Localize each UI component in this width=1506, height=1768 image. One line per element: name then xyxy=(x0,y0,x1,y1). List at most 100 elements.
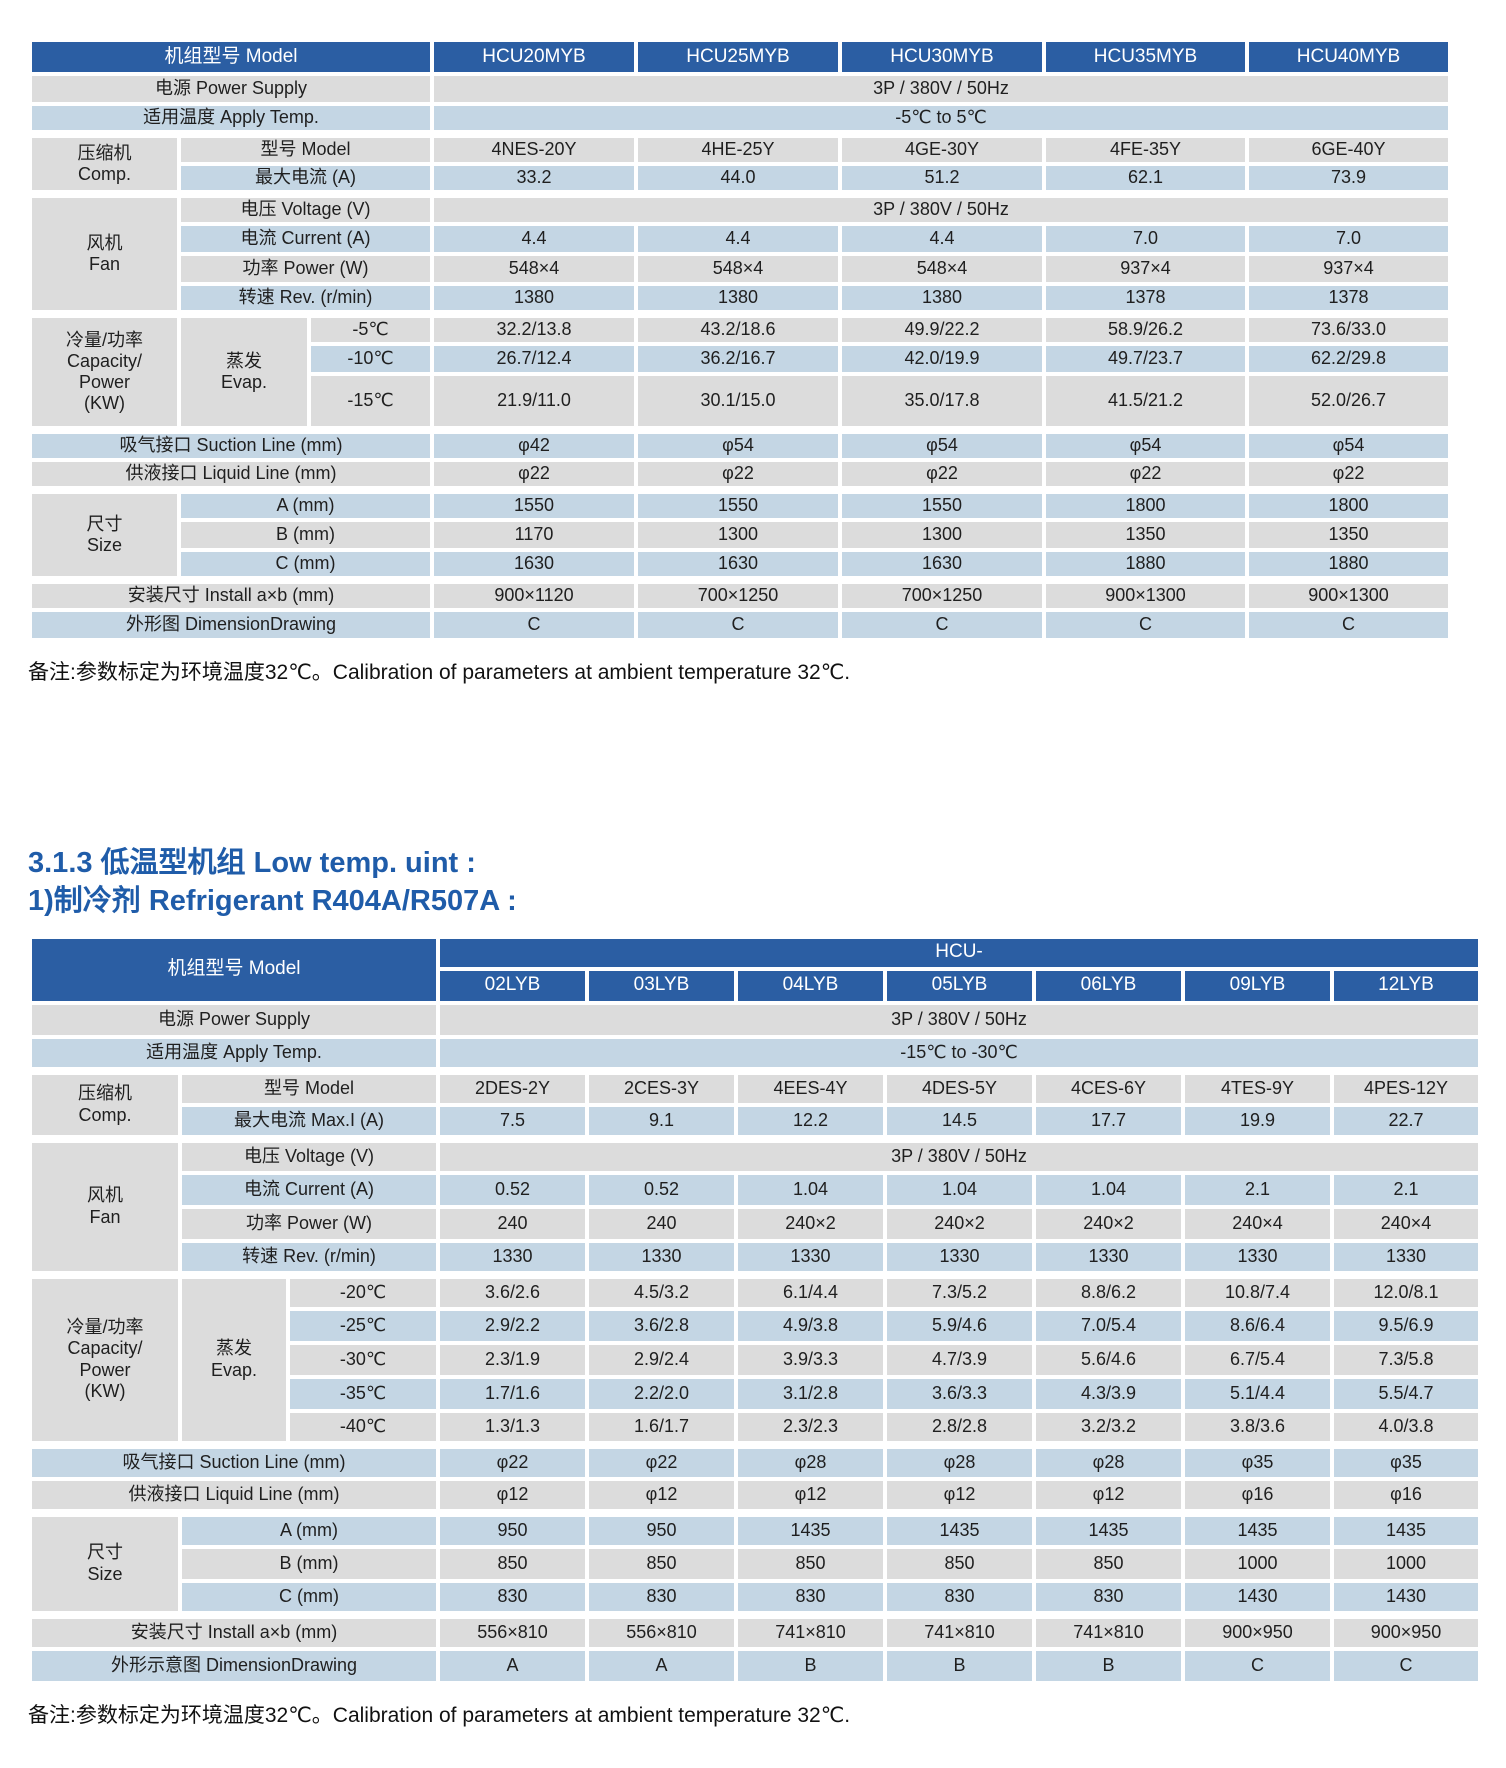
table-cell: 2.9/2.4 xyxy=(585,1340,738,1379)
table-cell: 850 xyxy=(734,1544,887,1583)
table-cell: 电压 Voltage (V) xyxy=(177,190,434,226)
table-row: C (mm) 830 830 830 830 830 1430 1430 xyxy=(30,1578,1482,1617)
table-cell: 850 xyxy=(1032,1544,1185,1583)
table-row: 转速 Rev. (r/min) 1380 1380 1380 1378 1378 xyxy=(30,282,1452,316)
table-cell: 33.2 xyxy=(430,162,638,196)
table-cell: 3.6/3.3 xyxy=(883,1374,1036,1413)
table-cell: 安装尺寸 Install a×b (mm) xyxy=(28,576,434,612)
table-cell: 1378 xyxy=(1245,282,1452,316)
table-row: -10℃ 26.7/12.4 36.2/16.7 42.0/19.9 49.7/23.7… xyxy=(30,342,1452,376)
table-cell: 功率 Power (W) xyxy=(178,1204,440,1243)
table-cell: -20℃ xyxy=(286,1270,440,1311)
table-cell: HCU40MYB xyxy=(1245,38,1452,76)
table-cell: 电源 Power Supply xyxy=(28,1000,440,1039)
table-cell: 2CES-3Y xyxy=(585,1066,738,1107)
table-cell: 型号 Model xyxy=(178,1066,440,1107)
table-cell: φ22 xyxy=(436,1440,589,1481)
table-cell: 741×810 xyxy=(734,1610,887,1651)
table-cell: 2.3/2.3 xyxy=(734,1408,887,1447)
table-cell: 7.0 xyxy=(1245,222,1452,256)
table-cell: B xyxy=(1032,1646,1185,1685)
table-cell: 51.2 xyxy=(838,162,1046,196)
table-cell: 1.3/1.3 xyxy=(436,1408,589,1447)
table-cell: 1880 xyxy=(1042,548,1249,582)
note-medium-temp: 备注:参数标定为环境温度32℃。Calibration of parameter… xyxy=(28,661,851,684)
table-cell: 4TES-9Y xyxy=(1181,1066,1334,1107)
table-cell: φ12 xyxy=(734,1476,887,1515)
medium-temp-spec-table: 机组型号 Model HCU20MYB HCU25MYB HCU30MYB HCU35M… xyxy=(28,38,1452,642)
table-cell: 700×1250 xyxy=(634,576,842,612)
table-cell: HCU35MYB xyxy=(1042,38,1249,76)
table-cell: 35.0/17.8 xyxy=(838,372,1046,432)
low-temp-table-container: 机组型号 Model HCU- 02LYB 03LYB 04LYB 05LYB 06LYB 0… xyxy=(28,934,1506,1685)
table-cell: 4FE-35Y xyxy=(1042,130,1249,166)
document-page: 机组型号 Model HCU20MYB HCU25MYB HCU30MYB HCU35M… xyxy=(28,38,1506,1727)
table-cell: φ54 xyxy=(1042,426,1249,462)
table-cell: 适用温度 Apply Temp. xyxy=(28,102,434,136)
table-row: 风机 Fan 电压 Voltage (V) 3P / 380V / 50Hz xyxy=(28,190,1452,316)
table-cell: 43.2/18.6 xyxy=(634,310,842,346)
table-cell: 1330 xyxy=(436,1238,589,1277)
table-row: 外形图 DimensionDrawing C C C C C xyxy=(28,608,1452,642)
table-cell: 700×1250 xyxy=(838,576,1046,612)
table-cell: φ22 xyxy=(1245,458,1452,492)
table-cell: 6GE-40Y xyxy=(1245,130,1452,166)
table-cell: 型号 Model xyxy=(177,130,434,166)
table-cell: 压缩机 Comp. xyxy=(28,1066,182,1141)
table-cell: 1430 xyxy=(1330,1578,1482,1617)
table-cell: C xyxy=(1042,608,1249,642)
table-cell: -35℃ xyxy=(286,1374,440,1413)
table-cell: 风机 Fan xyxy=(28,190,181,316)
table-cell: 900×950 xyxy=(1330,1610,1482,1651)
table-cell: 9.5/6.9 xyxy=(1330,1306,1482,1345)
table-row: 压缩机 Comp. 型号 Model 4NES-20Y 4HE-25Y 4GE-30Y 4… xyxy=(28,130,1452,196)
table-cell: 1000 xyxy=(1330,1544,1482,1583)
table-cell: 4GE-30Y xyxy=(838,130,1046,166)
table-cell: φ28 xyxy=(1032,1440,1185,1481)
table-row: B (mm) 1170 1300 1300 1350 1350 xyxy=(30,518,1452,552)
table-cell: 1430 xyxy=(1181,1578,1334,1617)
table-cell: 741×810 xyxy=(883,1610,1036,1651)
table-cell: 1330 xyxy=(1032,1238,1185,1277)
table-cell: 2.1 xyxy=(1330,1170,1482,1209)
table-cell: HCU30MYB xyxy=(838,38,1046,76)
table-cell: φ22 xyxy=(634,458,842,492)
note-low-temp: 备注:参数标定为环境温度32℃。Calibration of parameter… xyxy=(28,1703,851,1727)
table-cell: 7.3/5.8 xyxy=(1330,1340,1482,1379)
table-cell: C xyxy=(1245,608,1452,642)
table-cell: 36.2/16.7 xyxy=(634,342,842,376)
table-cell: 937×4 xyxy=(1042,252,1249,286)
table-cell: 供液接口 Liquid Line (mm) xyxy=(28,1476,440,1515)
table-cell: B xyxy=(883,1646,1036,1685)
table-cell: 4.4 xyxy=(838,222,1046,256)
table-cell: 转速 Rev. (r/min) xyxy=(178,1238,440,1277)
table-cell: 1380 xyxy=(838,282,1046,316)
table-cell: 240×4 xyxy=(1181,1204,1334,1243)
medium-temp-table-container: 机组型号 Model HCU20MYB HCU25MYB HCU30MYB HCU35M… xyxy=(28,38,1506,642)
table-cell: A (mm) xyxy=(178,1508,440,1549)
table-row: 适用温度 Apply Temp. -15℃ to -30℃ xyxy=(28,1034,1482,1073)
table-row: -40℃ 1.3/1.3 1.6/1.7 2.3/2.3 2.8/2.8 3.2/3.2 3… xyxy=(30,1408,1482,1447)
table-cell: 吸气接口 Suction Line (mm) xyxy=(28,426,434,462)
table-cell: C xyxy=(1181,1646,1334,1685)
table-cell: A xyxy=(585,1646,738,1685)
table-cell: 850 xyxy=(883,1544,1036,1583)
table-cell: 830 xyxy=(883,1578,1036,1617)
table-cell: 240 xyxy=(585,1204,738,1243)
table-cell: 900×1120 xyxy=(430,576,638,612)
table-cell: 外形图 DimensionDrawing xyxy=(28,608,434,642)
table-cell: 3.6/2.8 xyxy=(585,1306,738,1345)
table-cell: 8.8/6.2 xyxy=(1032,1270,1185,1311)
table-cell: 240×2 xyxy=(734,1204,887,1243)
table-cell: 240×4 xyxy=(1330,1204,1482,1243)
table-cell: C xyxy=(634,608,842,642)
table-cell: -5℃ to 5℃ xyxy=(430,102,1452,136)
table-row: 冷量/功率 Capacity/ Power (KW) 蒸发 Evap. -20℃ 3.… xyxy=(28,1270,1482,1447)
table-cell: 适用温度 Apply Temp. xyxy=(28,1034,440,1073)
table-cell: 冷量/功率 Capacity/ Power (KW) xyxy=(28,310,181,432)
table-cell: 12LYB xyxy=(1330,966,1482,1005)
table-row: 02LYB 03LYB 04LYB 05LYB 06LYB 09LYB 12LYB xyxy=(30,966,1482,1005)
table-row: 吸气接口 Suction Line (mm) φ42 φ54 φ54 φ54 φ54 xyxy=(28,426,1452,462)
table-cell: 1435 xyxy=(1330,1508,1482,1549)
table-cell: 22.7 xyxy=(1330,1102,1482,1141)
